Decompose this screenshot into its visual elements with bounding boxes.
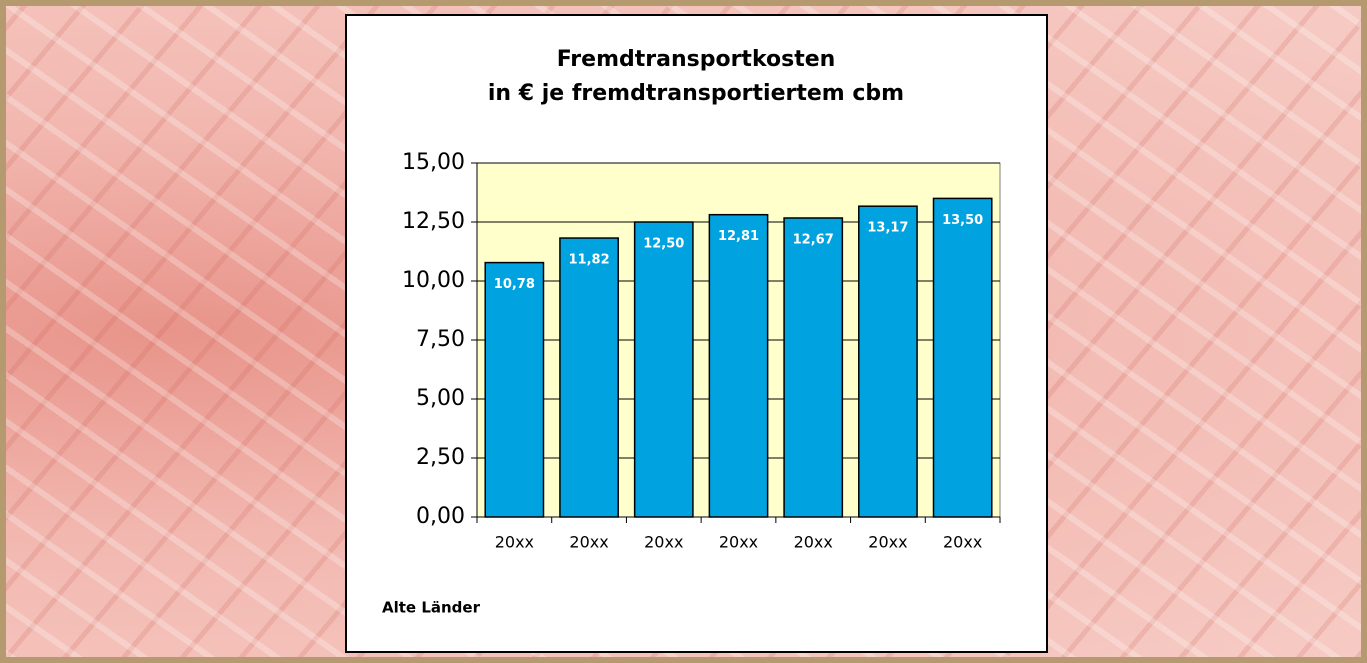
bar bbox=[709, 215, 767, 517]
chart-subtitle: in € je fremdtransportiertem cbm bbox=[488, 81, 904, 106]
x-tick-label: 20xx bbox=[868, 533, 907, 552]
x-tick-label: 20xx bbox=[794, 533, 833, 552]
x-tick-label: 20xx bbox=[569, 533, 608, 552]
bar bbox=[560, 238, 618, 517]
data-label: 11,82 bbox=[569, 253, 610, 268]
y-tick-label: 5,00 bbox=[416, 386, 465, 411]
bar bbox=[859, 206, 917, 517]
note: Alte Länder bbox=[382, 599, 481, 617]
chart: Fremdtransportkosten in € je fremdtransp… bbox=[0, 0, 1367, 663]
y-tick-label: 2,50 bbox=[416, 445, 465, 470]
x-tick-label: 20xx bbox=[644, 533, 683, 552]
x-tick-label: 20xx bbox=[495, 533, 534, 552]
bar bbox=[934, 198, 992, 517]
x-tick-label: 20xx bbox=[719, 533, 758, 552]
data-label: 10,78 bbox=[494, 277, 535, 292]
data-label: 12,50 bbox=[643, 237, 684, 252]
y-tick-label: 15,00 bbox=[402, 150, 465, 175]
x-tick-label: 20xx bbox=[943, 533, 982, 552]
data-label: 12,81 bbox=[718, 229, 759, 244]
data-label: 13,17 bbox=[867, 221, 908, 236]
y-tick-label: 0,00 bbox=[416, 504, 465, 529]
y-tick-label: 10,00 bbox=[402, 268, 465, 293]
y-tick-label: 12,50 bbox=[402, 209, 465, 234]
y-tick-label: 7,50 bbox=[416, 327, 465, 352]
bar bbox=[784, 218, 842, 517]
bar bbox=[635, 222, 693, 517]
chart-title: Fremdtransportkosten bbox=[557, 47, 836, 72]
bar bbox=[485, 263, 543, 517]
data-label: 12,67 bbox=[793, 232, 834, 247]
data-label: 13,50 bbox=[942, 213, 983, 228]
